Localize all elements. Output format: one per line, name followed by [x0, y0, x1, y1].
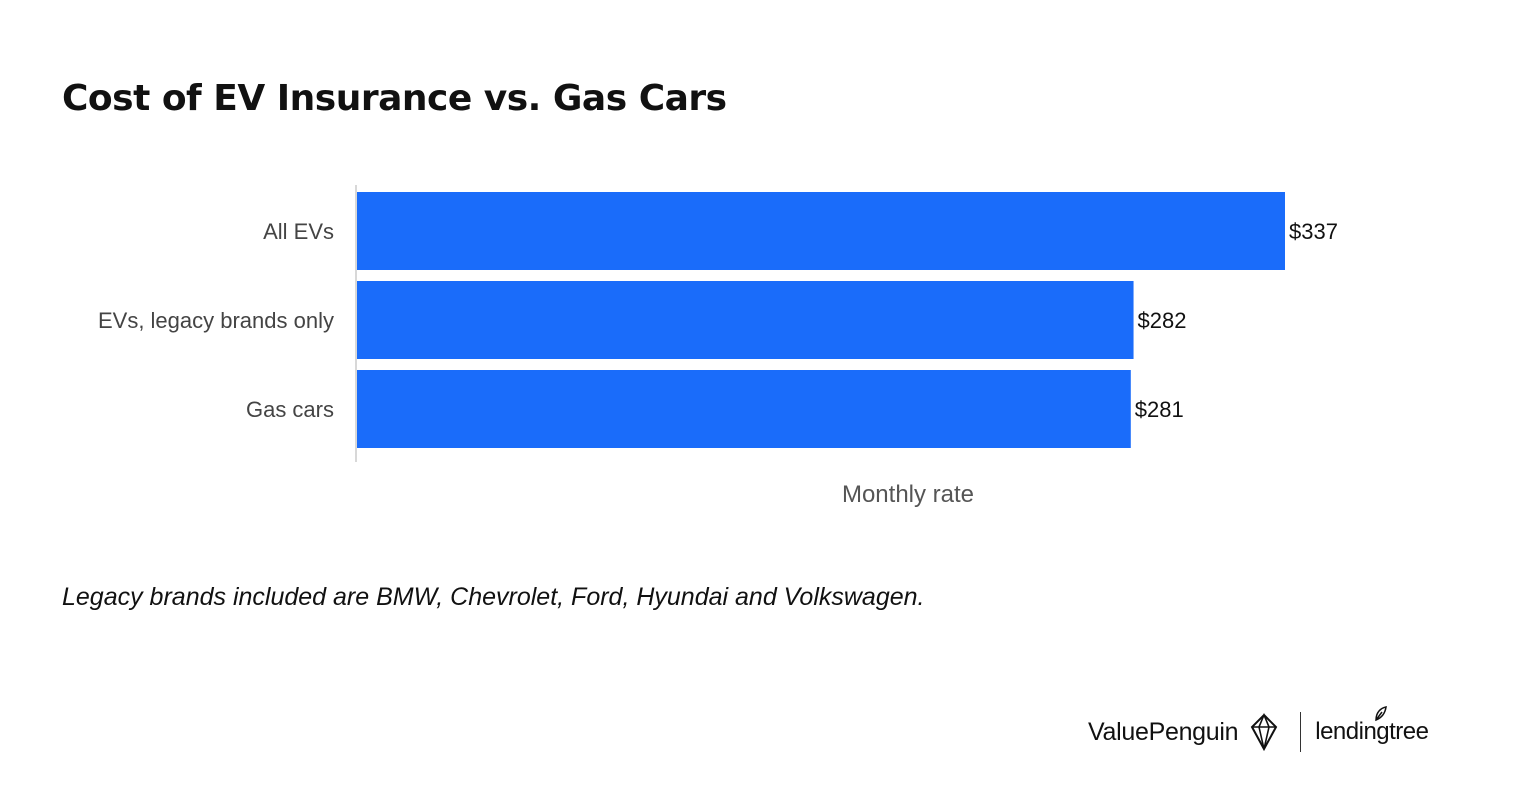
bar-all-evs [357, 192, 1285, 270]
bar-gas-cars [357, 370, 1131, 448]
valuepenguin-logo-icon [1250, 712, 1278, 752]
bar-evs-legacy-brands-only [357, 281, 1134, 359]
valuepenguin-logo-text: ValuePenguin [1088, 717, 1239, 746]
category-label: Gas cars [246, 397, 334, 422]
value-label: $282 [1138, 308, 1187, 333]
brand-logos: ValuePenguin lendingtree [1088, 706, 1429, 754]
value-label: $281 [1135, 397, 1184, 422]
value-label: $337 [1289, 219, 1338, 244]
brand-divider [1300, 712, 1302, 752]
leaf-icon [1375, 706, 1388, 722]
lendingtree-logo-label: lendingtree [1315, 718, 1429, 745]
category-label: All EVs [263, 219, 334, 244]
bar-chart: All EVs $337 EVs, legacy brands only $282 Ga… [98, 185, 1338, 508]
lendingtree-logo-text: lendingtree [1315, 706, 1429, 746]
chart-title: Cost of EV Insurance vs. Gas Cars [62, 78, 727, 119]
category-label: EVs, legacy brands only [98, 308, 334, 333]
bars-group: All EVs $337 EVs, legacy brands only $282 Ga… [98, 192, 1338, 448]
footnote: Legacy brands included are BMW, Chevrole… [62, 583, 925, 611]
x-axis-title: Monthly rate [842, 481, 974, 508]
